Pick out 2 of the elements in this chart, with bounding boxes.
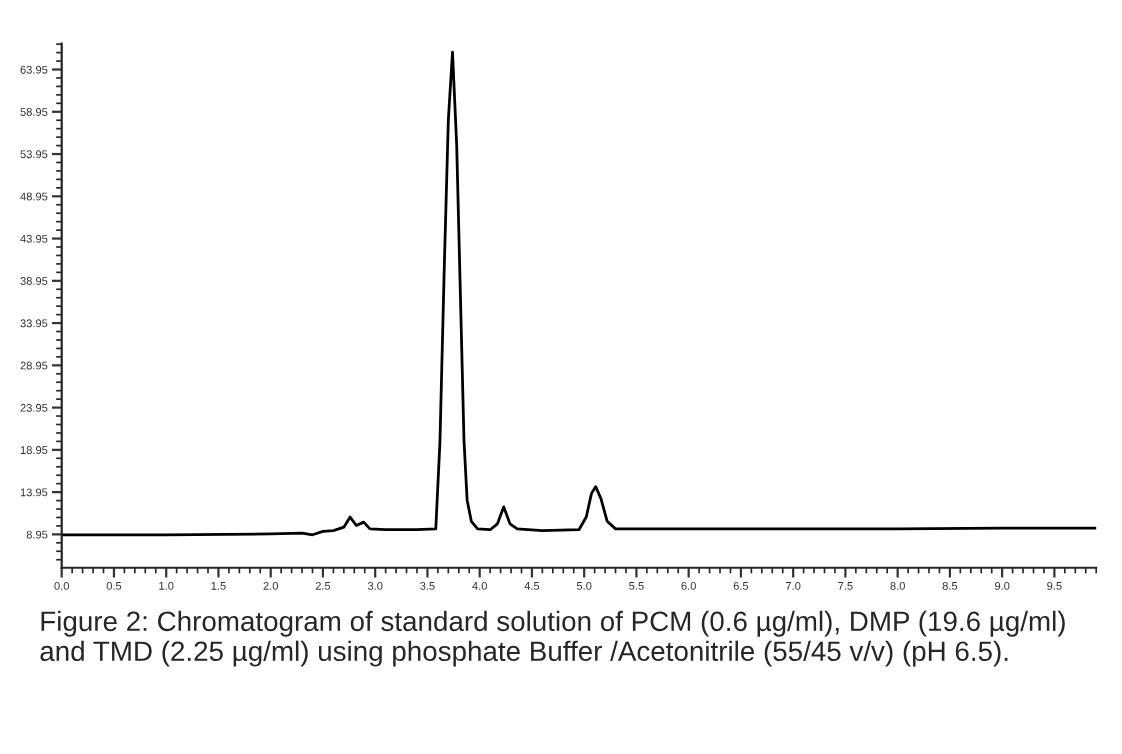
line-series — [61, 50, 1097, 537]
caption: Figure 2: Chromatogram of standard solution of PCM (0.6 µg/ml), DMP (19.6 µg/ml) and TMD (2.25 µg/ml) using phosphate Buffer /Acetonitrile (55/45 v/v) (pH 6.5). — [40, 610, 1065, 667]
